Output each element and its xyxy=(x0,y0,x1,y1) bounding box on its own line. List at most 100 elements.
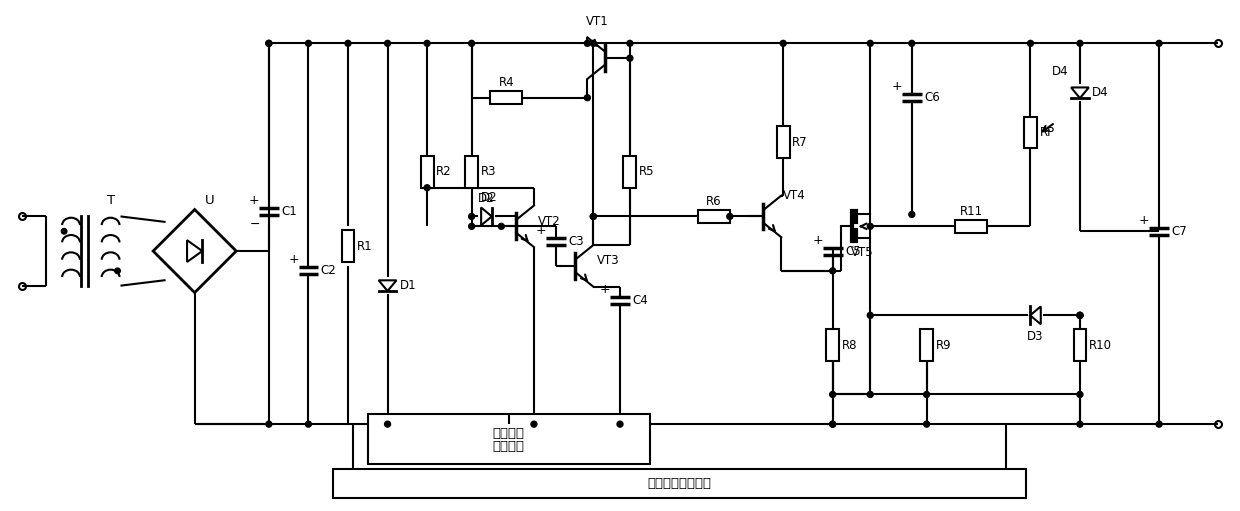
Text: RP: RP xyxy=(1039,126,1054,139)
Circle shape xyxy=(627,40,632,47)
Bar xyxy=(776,126,790,158)
Text: +: + xyxy=(1138,214,1149,227)
Text: VT4: VT4 xyxy=(784,189,806,202)
Text: C2: C2 xyxy=(321,264,336,277)
Circle shape xyxy=(830,391,836,398)
Circle shape xyxy=(727,214,733,219)
Text: 限制电路: 限制电路 xyxy=(492,440,525,453)
Polygon shape xyxy=(1071,87,1089,98)
Circle shape xyxy=(1078,312,1083,318)
Bar xyxy=(920,329,932,361)
Circle shape xyxy=(867,40,873,47)
Circle shape xyxy=(424,185,430,191)
Circle shape xyxy=(384,421,391,427)
Circle shape xyxy=(424,40,430,47)
Text: −: − xyxy=(249,218,260,231)
Bar xyxy=(1024,117,1037,148)
Circle shape xyxy=(909,212,915,217)
Text: VT1: VT1 xyxy=(585,15,609,29)
Bar xyxy=(368,414,650,463)
Circle shape xyxy=(1078,312,1083,318)
Text: U: U xyxy=(205,194,215,206)
Text: C3: C3 xyxy=(568,235,584,248)
Circle shape xyxy=(830,421,836,427)
Circle shape xyxy=(924,421,930,427)
Text: VT5: VT5 xyxy=(851,246,874,259)
Circle shape xyxy=(1078,40,1083,47)
Text: D2: D2 xyxy=(481,191,497,203)
Text: 源极恒流驱动电路: 源极恒流驱动电路 xyxy=(647,477,712,490)
Circle shape xyxy=(584,95,590,101)
Text: R9: R9 xyxy=(935,338,951,352)
Circle shape xyxy=(469,40,475,47)
Circle shape xyxy=(345,40,351,47)
Polygon shape xyxy=(1030,307,1040,324)
Bar xyxy=(624,156,636,188)
Circle shape xyxy=(830,421,836,427)
Text: R8: R8 xyxy=(842,338,857,352)
Circle shape xyxy=(1078,391,1083,398)
Circle shape xyxy=(1028,40,1033,47)
Text: +: + xyxy=(249,194,259,207)
Circle shape xyxy=(618,421,622,427)
Circle shape xyxy=(867,312,873,318)
Circle shape xyxy=(830,268,836,274)
Text: T: T xyxy=(107,194,114,206)
Polygon shape xyxy=(187,240,202,262)
Bar xyxy=(465,156,479,188)
Text: R11: R11 xyxy=(960,205,983,218)
Text: +: + xyxy=(812,234,823,247)
Circle shape xyxy=(584,40,590,47)
Text: +: + xyxy=(536,224,546,237)
Text: +: + xyxy=(600,283,610,296)
Circle shape xyxy=(909,40,915,47)
Circle shape xyxy=(384,40,391,47)
Text: VT3: VT3 xyxy=(598,254,620,267)
Text: D2: D2 xyxy=(479,192,495,204)
Text: D4: D4 xyxy=(1091,86,1109,99)
Bar xyxy=(1074,329,1086,361)
Text: 浪涌电流: 浪涌电流 xyxy=(492,427,525,439)
Circle shape xyxy=(305,421,311,427)
Circle shape xyxy=(780,40,786,47)
Bar xyxy=(955,220,987,233)
Circle shape xyxy=(590,214,596,219)
Bar xyxy=(491,91,522,104)
Circle shape xyxy=(590,214,596,219)
Text: VT2: VT2 xyxy=(538,215,560,228)
Text: +: + xyxy=(288,253,299,266)
Circle shape xyxy=(1078,421,1083,427)
Text: C1: C1 xyxy=(281,205,296,218)
Circle shape xyxy=(265,40,272,47)
Text: C6: C6 xyxy=(924,91,940,104)
Circle shape xyxy=(498,223,505,229)
Text: R1: R1 xyxy=(357,240,372,252)
Circle shape xyxy=(1156,421,1162,427)
Circle shape xyxy=(305,40,311,47)
Circle shape xyxy=(469,214,475,219)
Circle shape xyxy=(924,391,930,398)
Bar xyxy=(334,469,1025,498)
Circle shape xyxy=(590,40,596,47)
Bar xyxy=(341,230,355,262)
Text: C4: C4 xyxy=(632,294,649,307)
Text: C5: C5 xyxy=(844,245,861,258)
Circle shape xyxy=(469,223,475,229)
Bar xyxy=(826,329,839,361)
Circle shape xyxy=(1078,312,1083,318)
Text: C7: C7 xyxy=(1172,225,1187,238)
Text: D3: D3 xyxy=(1027,330,1044,343)
Text: R3: R3 xyxy=(481,166,496,178)
Polygon shape xyxy=(378,281,397,291)
Bar xyxy=(698,210,730,223)
Circle shape xyxy=(265,421,272,427)
Circle shape xyxy=(1156,40,1162,47)
Text: R2: R2 xyxy=(436,166,451,178)
Text: R6: R6 xyxy=(706,195,722,208)
Text: D1: D1 xyxy=(399,279,417,292)
Text: R4: R4 xyxy=(498,76,515,89)
Circle shape xyxy=(115,268,120,273)
Text: D4: D4 xyxy=(1052,65,1069,78)
Polygon shape xyxy=(153,210,236,293)
Text: R7: R7 xyxy=(792,136,807,149)
